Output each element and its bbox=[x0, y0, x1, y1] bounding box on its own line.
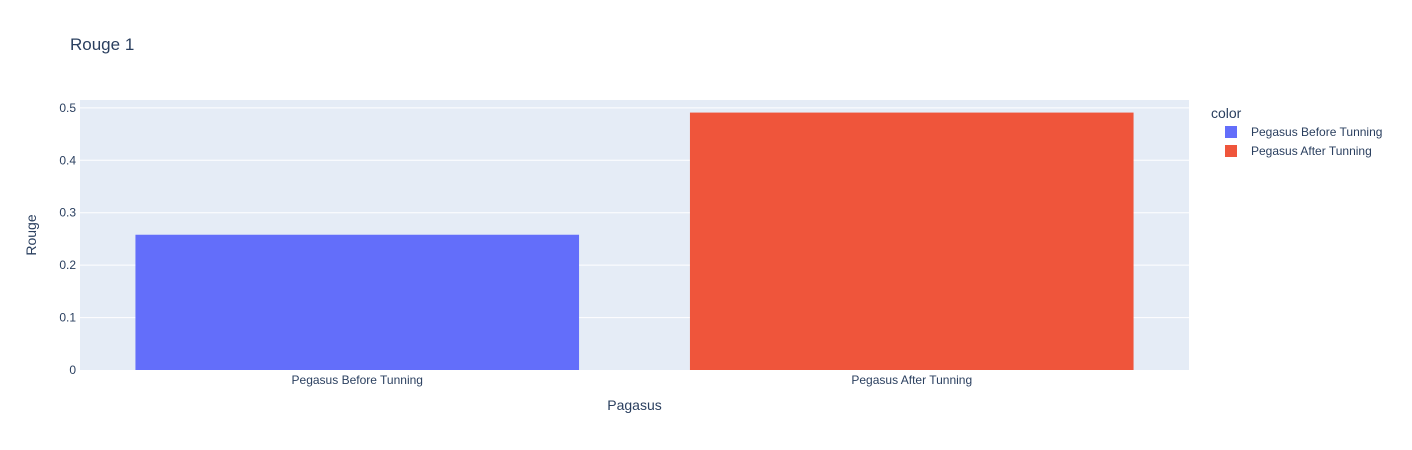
bar-2[interactable] bbox=[689, 112, 1134, 371]
y-tick-label: 0.1 bbox=[59, 311, 76, 325]
y-tick-label: 0.2 bbox=[59, 258, 76, 272]
legend-item[interactable]: Pegasus Before Tunning bbox=[1225, 125, 1382, 139]
y-axis-title: Rouge bbox=[23, 214, 39, 255]
legend-swatch bbox=[1225, 126, 1237, 138]
y-tick-label: 0.3 bbox=[59, 206, 76, 220]
y-tick-label: 0.4 bbox=[59, 153, 76, 167]
bars bbox=[135, 112, 1134, 371]
legend-swatch bbox=[1225, 145, 1237, 157]
legend-label: Pegasus After Tunning bbox=[1251, 144, 1372, 158]
x-axis-ticks: Pegasus Before Tunning Pegasus After Tunn… bbox=[292, 373, 973, 387]
legend-title: color bbox=[1211, 105, 1242, 121]
y-tick-label: 0 bbox=[69, 363, 76, 377]
legend-label: Pegasus Before Tunning bbox=[1251, 125, 1382, 139]
bar-1[interactable] bbox=[135, 234, 580, 370]
legend-items[interactable]: Pegasus Before Tunning Pegasus After Tunn… bbox=[1225, 125, 1382, 158]
x-tick-label: Pegasus Before Tunning bbox=[292, 373, 423, 387]
x-tick-label: Pegasus After Tunning bbox=[851, 373, 972, 387]
y-tick-label: 0.5 bbox=[59, 101, 76, 115]
legend[interactable]: color Pegasus Before Tunning Pegasus Afte… bbox=[1211, 105, 1382, 158]
x-axis-title: Pagasus bbox=[607, 397, 661, 413]
y-axis-ticks: 0 0.1 0.2 0.3 0.4 0.5 bbox=[59, 101, 76, 377]
chart-title: Rouge 1 bbox=[70, 35, 134, 54]
legend-item[interactable]: Pegasus After Tunning bbox=[1225, 144, 1372, 158]
